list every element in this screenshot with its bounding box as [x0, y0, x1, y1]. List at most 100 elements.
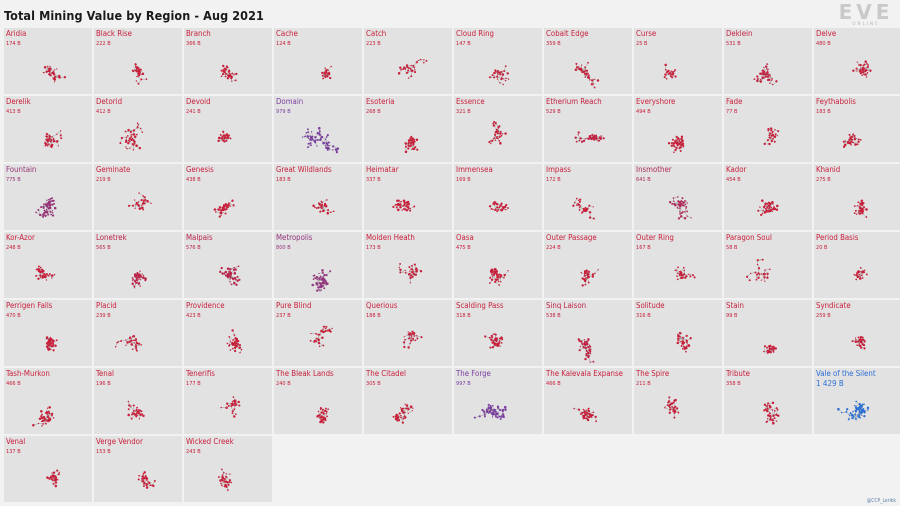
region-map [46, 469, 60, 488]
solar-system-point [865, 208, 868, 211]
solar-system-point [592, 360, 595, 363]
solar-system-point [588, 344, 591, 346]
solar-system-point [682, 143, 684, 145]
solar-system-point [759, 206, 761, 208]
solar-system-point [773, 410, 776, 412]
solar-system-point [143, 199, 145, 201]
solar-system-point [867, 409, 869, 411]
solar-system-point [680, 212, 683, 215]
solar-system-point [322, 421, 325, 424]
solar-system-point [863, 341, 866, 343]
solar-system-point [586, 418, 590, 422]
solar-system-point [500, 415, 503, 418]
solar-system-point [767, 402, 770, 405]
solar-system-point [856, 61, 858, 63]
solar-system-point [326, 146, 330, 150]
region-tile: Vale of the Silent 1 429 B [814, 368, 900, 434]
solar-system-point [766, 63, 769, 66]
region-map-systems [397, 58, 428, 79]
solar-system-point [132, 278, 134, 281]
solar-system-point [592, 206, 594, 208]
region-map [217, 130, 232, 143]
region-name: Outer Passage [546, 233, 597, 242]
solar-system-point [583, 274, 586, 277]
region-tile: Derelik 413 B [4, 96, 92, 162]
solar-system-point [848, 414, 851, 416]
solar-system-point [407, 346, 410, 349]
region-map [220, 64, 238, 82]
solar-system-point [867, 66, 869, 68]
solar-system-point [38, 268, 41, 271]
solar-system-point [855, 278, 858, 281]
solar-system-point [861, 208, 864, 211]
solar-system-point [145, 78, 148, 80]
solar-system-point [670, 408, 672, 410]
solar-system-point [47, 213, 50, 216]
solar-system-point [853, 212, 856, 214]
solar-system-point [40, 409, 43, 413]
solar-system-point [316, 278, 318, 281]
solar-system-point [577, 203, 581, 206]
solar-system-point [55, 476, 58, 479]
solar-system-point [223, 272, 226, 275]
solar-system-point [327, 72, 330, 75]
solar-system-point [768, 412, 771, 415]
solar-system-point [55, 140, 58, 143]
solar-system-point [404, 338, 406, 341]
solar-system-point [765, 405, 768, 407]
solar-system-point [403, 201, 406, 205]
solar-system-point [325, 136, 328, 138]
solar-system-point [53, 81, 56, 83]
solar-system-point [48, 206, 52, 210]
solar-system-point [842, 140, 845, 143]
solar-system-point [235, 337, 239, 341]
solar-system-point [501, 70, 503, 73]
solar-system-point [228, 270, 231, 273]
solar-system-point [767, 68, 769, 70]
solar-system-point [664, 73, 667, 76]
solar-system-point [142, 480, 145, 482]
region-name: Genesis [186, 165, 214, 174]
solar-system-point [138, 412, 141, 415]
solar-system-point [39, 274, 42, 277]
solar-system-point [494, 337, 497, 340]
region-tile: Wicked Creek 243 B [184, 436, 272, 502]
region-map-systems [220, 64, 238, 82]
region-name: Syndicate [816, 301, 851, 310]
solar-system-point [226, 342, 229, 345]
solar-system-point [491, 346, 495, 349]
solar-system-point [132, 129, 136, 132]
solar-system-point [586, 276, 589, 279]
solar-system-point [860, 414, 863, 416]
region-map-systems [753, 63, 778, 86]
solar-system-point [221, 478, 223, 480]
region-value-label: 529 B [546, 109, 561, 115]
solar-system-point [142, 414, 145, 418]
solar-system-point [220, 75, 223, 78]
solar-system-point [228, 481, 231, 483]
region-map-systems [484, 333, 504, 349]
solar-system-point [220, 406, 222, 409]
region-name: Feythabolis [816, 97, 856, 106]
solar-system-point [139, 409, 142, 412]
solar-system-point [117, 341, 119, 343]
solar-system-point [602, 137, 605, 140]
region-map-systems [392, 199, 416, 212]
solar-system-point [770, 134, 774, 137]
solar-system-point [750, 272, 752, 275]
stargate-link [56, 130, 61, 135]
solar-system-point [238, 278, 241, 281]
solar-system-point [404, 272, 407, 274]
solar-system-point [138, 66, 140, 69]
region-value-label: 183 B [816, 109, 831, 115]
solar-system-point [500, 78, 503, 81]
solar-system-point [761, 212, 764, 215]
solar-system-point [141, 202, 145, 205]
solar-system-point [679, 146, 681, 148]
solar-system-point [329, 76, 332, 80]
solar-system-point [591, 134, 594, 137]
solar-system-point [672, 70, 675, 73]
solar-system-point [773, 207, 777, 211]
solar-system-point [49, 67, 52, 70]
solar-system-point [58, 76, 61, 79]
